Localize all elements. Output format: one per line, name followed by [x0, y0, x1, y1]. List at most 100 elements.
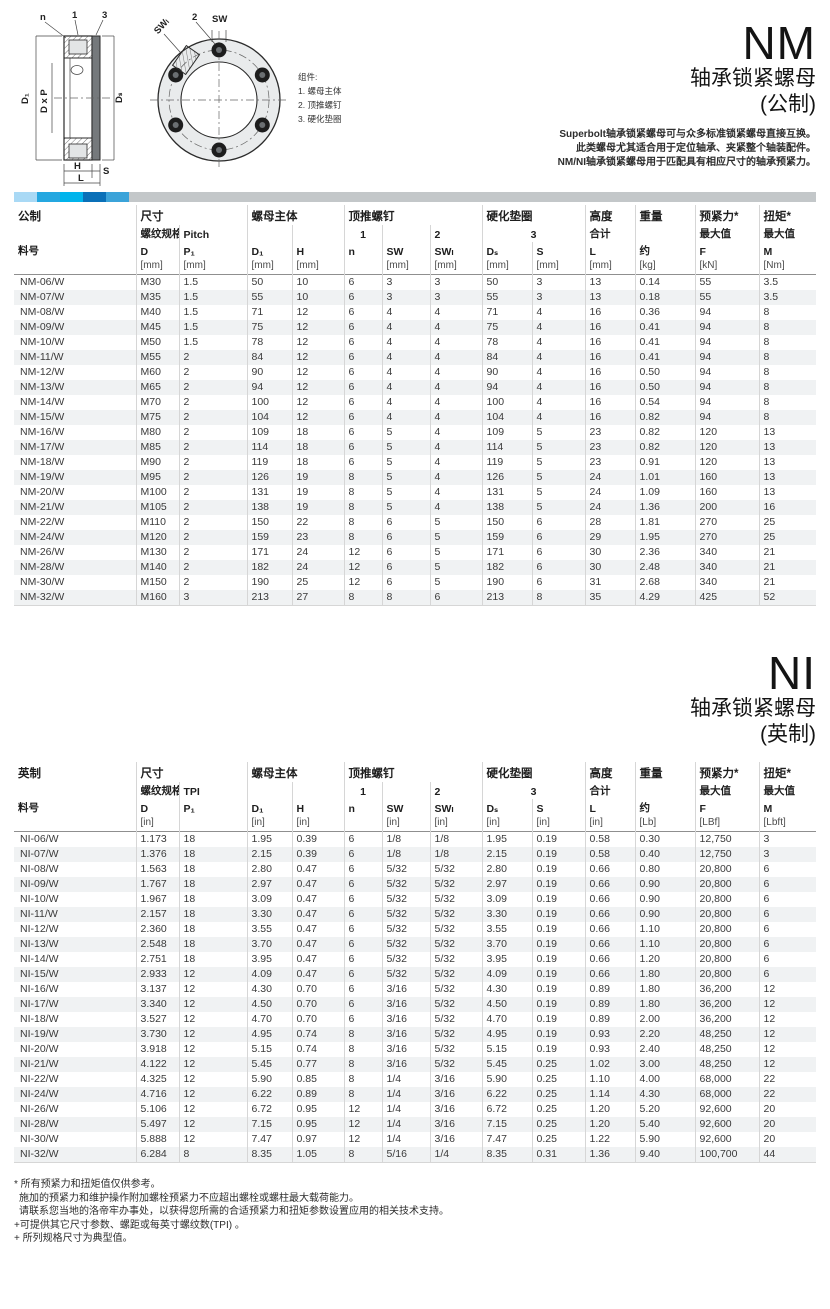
value-cell: 6: [758, 907, 817, 922]
value-cell: 0.31: [531, 1147, 586, 1163]
value-cell: 119: [481, 455, 533, 470]
value-cell: 55: [694, 290, 760, 305]
value-cell: 0.18: [634, 290, 696, 305]
unit-cell: [in]: [481, 816, 533, 832]
value-cell: 0.14: [634, 274, 696, 290]
value-cell: 35: [584, 590, 636, 606]
value-cell: M110: [135, 515, 179, 530]
value-cell: 24: [584, 500, 636, 515]
column-group-header: 扭矩*: [758, 762, 817, 782]
table-header: 公制 尺寸 螺母主体 顶推螺钉 硬化垫圈 高度 重量 预紧力* 扭矩* 螺纹规格 Pitch 1 2 3 合…: [14, 205, 817, 275]
value-cell: 7.47: [246, 1132, 292, 1147]
value-cell: 4: [429, 350, 483, 365]
value-cell: 1.563: [135, 862, 179, 877]
value-cell: 44: [758, 1147, 817, 1163]
value-cell: 4.70: [246, 1012, 292, 1027]
value-cell: 2.68: [634, 575, 696, 590]
part-number-cell: NI-26/W: [20, 1103, 59, 1115]
value-cell: 4: [381, 335, 430, 350]
nm-title-block: NM 轴承锁紧螺母 (公制) Superbolt轴承锁紧螺母可与众多标准锁紧螺母…: [558, 20, 816, 170]
column-symbol-header: P₁: [178, 242, 247, 259]
value-cell: 18: [178, 937, 247, 952]
sub-header-cell: [291, 782, 344, 799]
value-cell: M80: [135, 425, 179, 440]
value-cell: 2: [178, 350, 247, 365]
value-cell: 5.20: [634, 1102, 696, 1117]
value-cell: 6: [531, 545, 586, 560]
value-cell: 6: [343, 862, 382, 877]
value-cell: 0.66: [584, 892, 636, 907]
value-cell: 20,800: [694, 877, 760, 892]
unit-cell: [mm]: [381, 259, 430, 275]
value-cell: 3.55: [246, 922, 292, 937]
value-cell: 12: [178, 1012, 247, 1027]
value-cell: 2: [178, 515, 247, 530]
footnote-line: 请联系您当地的洛帝牢办事处，以获得您所需的合适预紧力和扭矩参数设置应用的相关技术…: [19, 1206, 449, 1217]
column-symbol-header: D: [135, 242, 179, 259]
sub-header-cell: 2: [429, 782, 483, 799]
value-cell: 6: [343, 967, 382, 982]
value-cell: 104: [246, 410, 292, 425]
value-cell: 0.90: [634, 892, 696, 907]
part-number-cell: NM-17/W: [20, 441, 65, 453]
value-cell: 1.5: [178, 274, 247, 290]
value-cell: 150: [481, 515, 533, 530]
value-cell: 24: [291, 545, 344, 560]
value-cell: 6: [758, 967, 817, 982]
value-cell: 6: [758, 877, 817, 892]
value-cell: 0.66: [584, 877, 636, 892]
sub-header-cell: 最大值: [758, 782, 817, 799]
value-cell: 6: [381, 545, 430, 560]
value-cell: 3: [531, 274, 586, 290]
column-symbol-header: n: [343, 799, 382, 816]
value-cell: 104: [481, 410, 533, 425]
part-number-cell: NI-17/W: [20, 998, 59, 1010]
value-cell: 0.47: [291, 892, 344, 907]
value-cell: 94: [694, 305, 760, 320]
value-cell: 4: [531, 365, 586, 380]
value-cell: 1.14: [584, 1087, 636, 1102]
part-number-cell: NI-32/W: [20, 1148, 59, 1160]
legend-item-2: 2. 顶推螺钉: [298, 100, 342, 110]
value-cell: 6: [758, 937, 817, 952]
value-cell: 5: [429, 575, 483, 590]
value-cell: 5/32: [429, 907, 483, 922]
value-cell: 20,800: [694, 862, 760, 877]
value-cell: 13: [758, 455, 817, 470]
value-cell: 0.95: [291, 1117, 344, 1132]
table-row: NI-06/W 1.173 18 1.95 0.39 6 1/8 1/8 1.95 0.19 0.5…: [14, 831, 817, 847]
value-cell: 6: [343, 997, 382, 1012]
value-cell: 2.48: [634, 560, 696, 575]
table-body: NM-06/W M30 1.5 50 10 6 3 3 50 3 13 0.14 55 3.5 NM-07/…: [14, 274, 817, 606]
value-cell: 0.90: [634, 877, 696, 892]
value-cell: 3: [758, 831, 817, 847]
part-number-cell: NM-32/W: [20, 591, 65, 603]
unit-cell: [mm]: [246, 259, 292, 275]
table-row: NM-21/W M105 2 138 19 8 5 4 138 5 24 1.36 200 16: [14, 500, 817, 515]
value-cell: 1.36: [634, 500, 696, 515]
value-cell: 8: [178, 1147, 247, 1163]
front-view: SW 2 SWₗ: [150, 12, 288, 169]
value-cell: 1.20: [584, 1102, 636, 1117]
column-group-header: 预紧力*: [694, 205, 760, 225]
value-cell: 12: [178, 967, 247, 982]
value-cell: 1.09: [634, 485, 696, 500]
table-row: NI-22/W 4.325 12 5.90 0.85 8 1/4 3/16 5.90 0.25 1.…: [14, 1072, 817, 1087]
table-row: NM-19/W M95 2 126 19 8 5 4 126 5 24 1.01 160 13: [14, 470, 817, 485]
value-cell: 6: [343, 365, 382, 380]
value-cell: 0.89: [584, 1012, 636, 1027]
value-cell: 8: [343, 1147, 382, 1163]
value-cell: 1.967: [135, 892, 179, 907]
table-row: NI-26/W 5.106 12 6.72 0.95 12 1/4 3/16 6.72 0.25 1…: [14, 1102, 817, 1117]
value-cell: 16: [584, 365, 636, 380]
value-cell: 0.89: [584, 982, 636, 997]
value-cell: 75: [246, 320, 292, 335]
value-cell: 4: [429, 455, 483, 470]
value-cell: M140: [135, 560, 179, 575]
table-row: NM-08/W M40 1.5 71 12 6 4 4 71 4 16 0.36 94 8: [14, 305, 817, 320]
table-row: NI-24/W 4.716 12 6.22 0.89 8 1/4 3/16 6.22 0.25 1.…: [14, 1087, 817, 1102]
value-cell: 8: [343, 1087, 382, 1102]
column-symbol-header: L: [584, 799, 636, 816]
value-cell: 0.70: [291, 997, 344, 1012]
value-cell: 109: [481, 425, 533, 440]
